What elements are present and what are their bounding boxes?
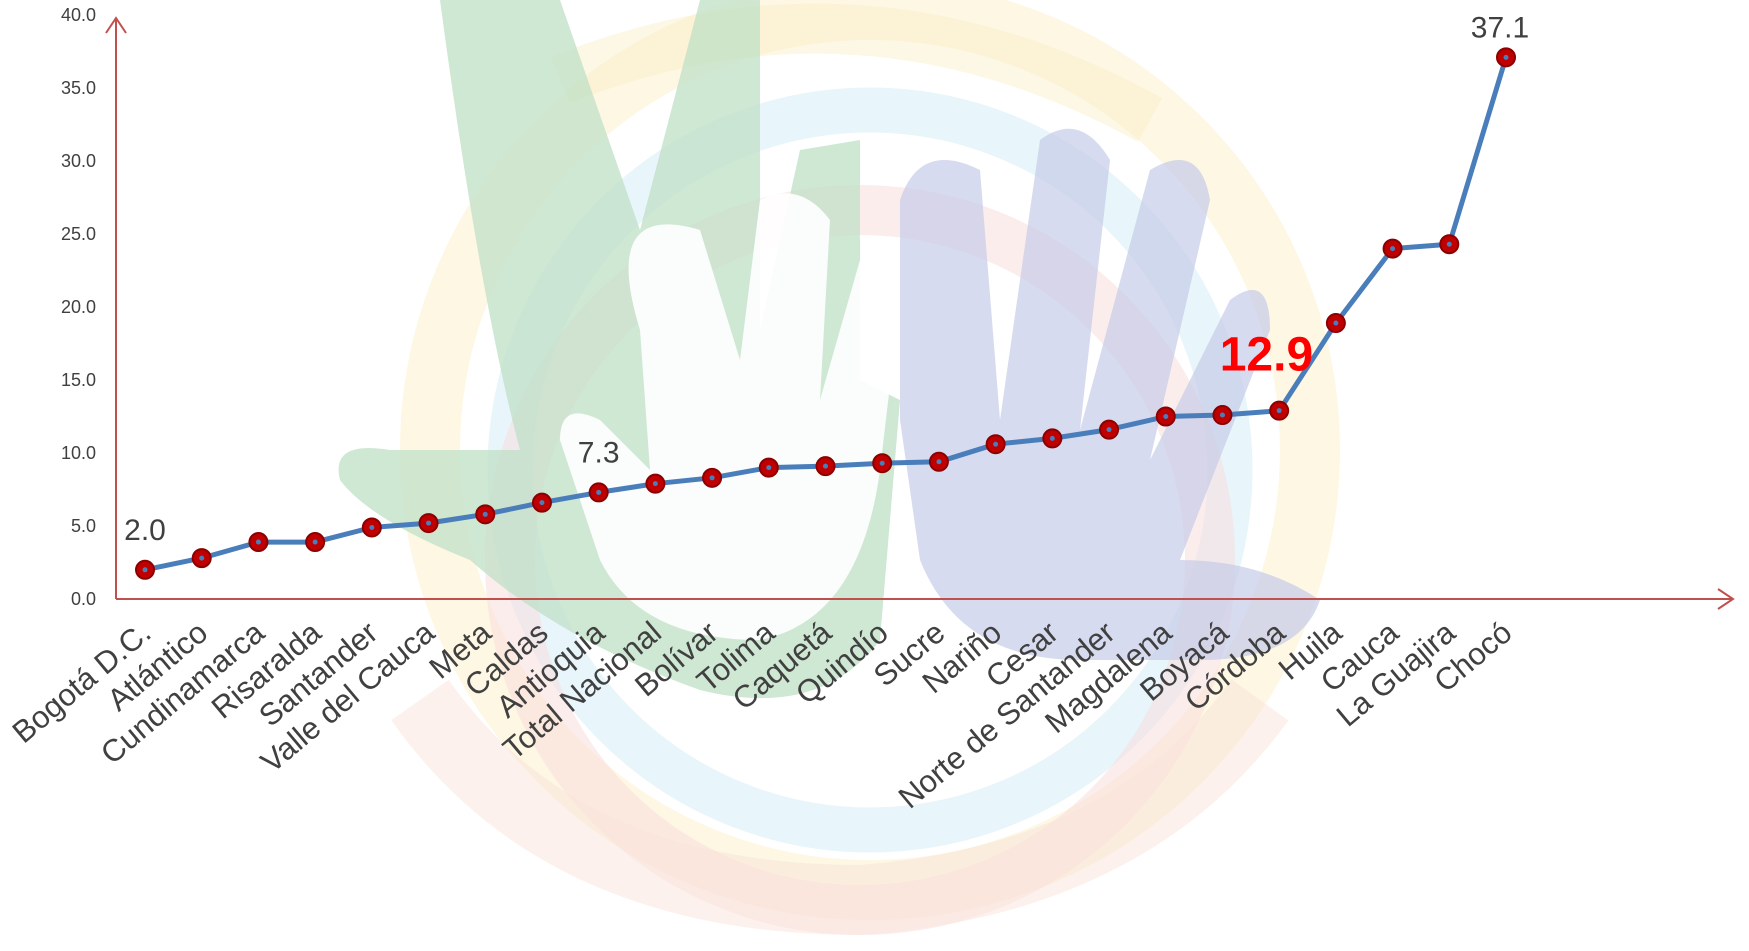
data-point-center: [1106, 427, 1112, 433]
y-tick-label: 0.0: [71, 589, 96, 609]
data-point-center: [539, 500, 545, 506]
data-point-center: [255, 539, 261, 545]
series: [135, 47, 1516, 580]
data-point-center: [709, 475, 715, 481]
data-point-center: [199, 555, 205, 561]
data-point-center: [142, 567, 148, 573]
data-labels: 2.0 7.3 12.9 37.1: [124, 11, 1529, 546]
hands-watermark: [338, 0, 1340, 936]
data-point-center: [936, 459, 942, 465]
data-point-center: [596, 489, 602, 495]
data-point-center: [652, 481, 658, 487]
y-tick-label: 15.0: [61, 370, 96, 390]
data-point-center: [426, 520, 432, 526]
data-point-center: [1163, 414, 1169, 419]
data-point-center: [1503, 54, 1509, 60]
data-point-center: [1276, 408, 1282, 414]
data-point-center: [1446, 241, 1452, 247]
y-tick-label: 40.0: [61, 5, 96, 25]
data-point-center: [766, 465, 772, 471]
x-axis-ticks: Bogotá D.C.AtlánticoCundinamarcaRisarald…: [6, 614, 1519, 815]
data-point-center: [312, 539, 318, 545]
data-point-center: [1049, 435, 1055, 441]
y-tick-label: 30.0: [61, 151, 96, 171]
data-point-center: [1333, 320, 1339, 326]
y-tick-label: 25.0: [61, 224, 96, 244]
data-point-center: [482, 511, 488, 517]
y-tick-label: 20.0: [61, 297, 96, 317]
y-axis-ticks: 0.0 5.0 10.0 15.0 20.0 25.0 30.0 35.0 40.0: [61, 5, 96, 609]
data-point-center: [369, 524, 375, 530]
y-tick-label: 10.0: [61, 443, 96, 463]
data-point-center: [1390, 246, 1396, 252]
y-tick-label: 5.0: [71, 516, 96, 536]
data-label: 2.0: [124, 514, 166, 547]
data-label: 7.3: [578, 436, 620, 469]
data-point-center: [823, 463, 828, 469]
data-label: 37.1: [1471, 11, 1529, 44]
y-tick-label: 35.0: [61, 78, 96, 98]
data-point-center: [1219, 412, 1225, 418]
x-axis-arrow: [1717, 588, 1735, 610]
y-axis-arrow: [105, 16, 127, 34]
data-point-center: [879, 460, 885, 466]
axes: [105, 16, 1735, 610]
data-point-center: [993, 441, 999, 447]
data-label: 12.9: [1220, 329, 1313, 382]
